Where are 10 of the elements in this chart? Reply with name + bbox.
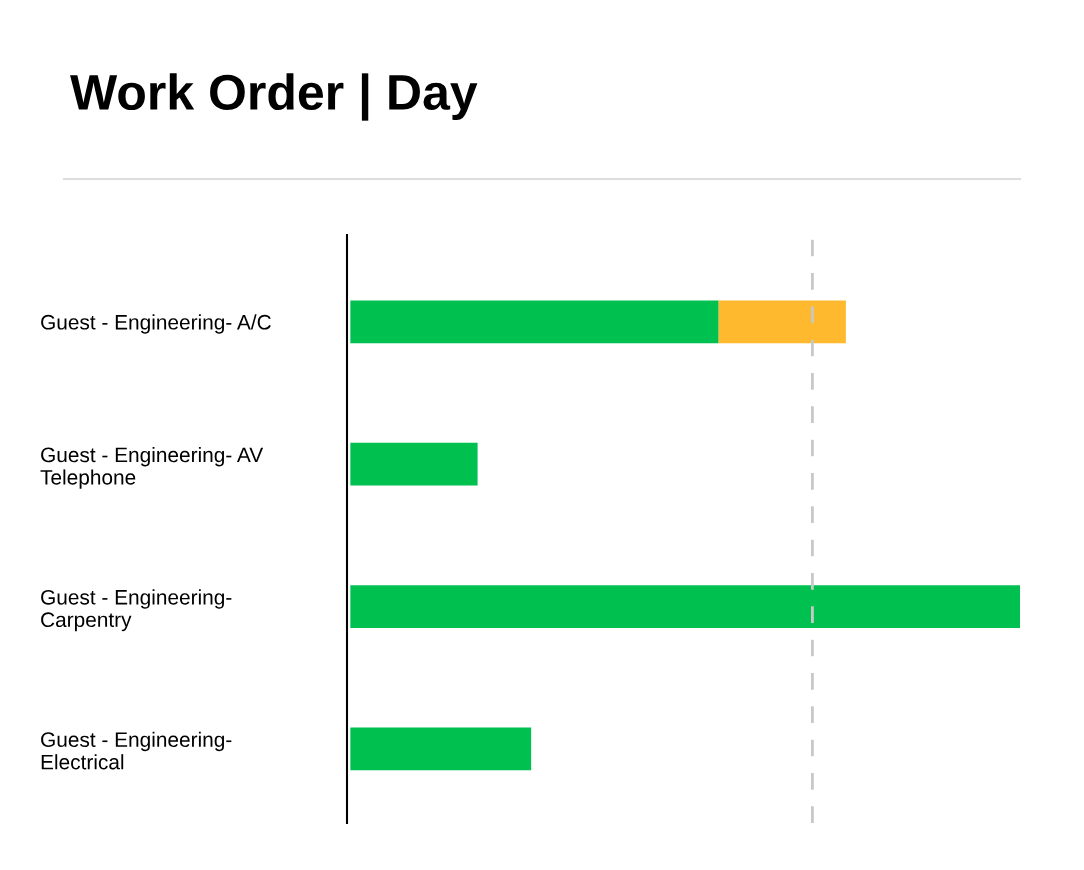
chart-title: Work Order | Day — [70, 73, 478, 121]
bar — [350, 585, 1020, 628]
y-tick-label: Guest - Engineering- Carpentry — [41, 589, 232, 632]
bar — [350, 727, 532, 771]
y-tick-label: Guest - Engineering- Electrical — [41, 731, 232, 770]
y-tick-label: Guest - Engineering- AV Telephone — [40, 446, 264, 489]
bar — [350, 442, 478, 486]
y-tick-label: Guest - Engineering- A/C — [41, 314, 271, 334]
bar — [350, 300, 719, 344]
bar — [718, 300, 846, 344]
